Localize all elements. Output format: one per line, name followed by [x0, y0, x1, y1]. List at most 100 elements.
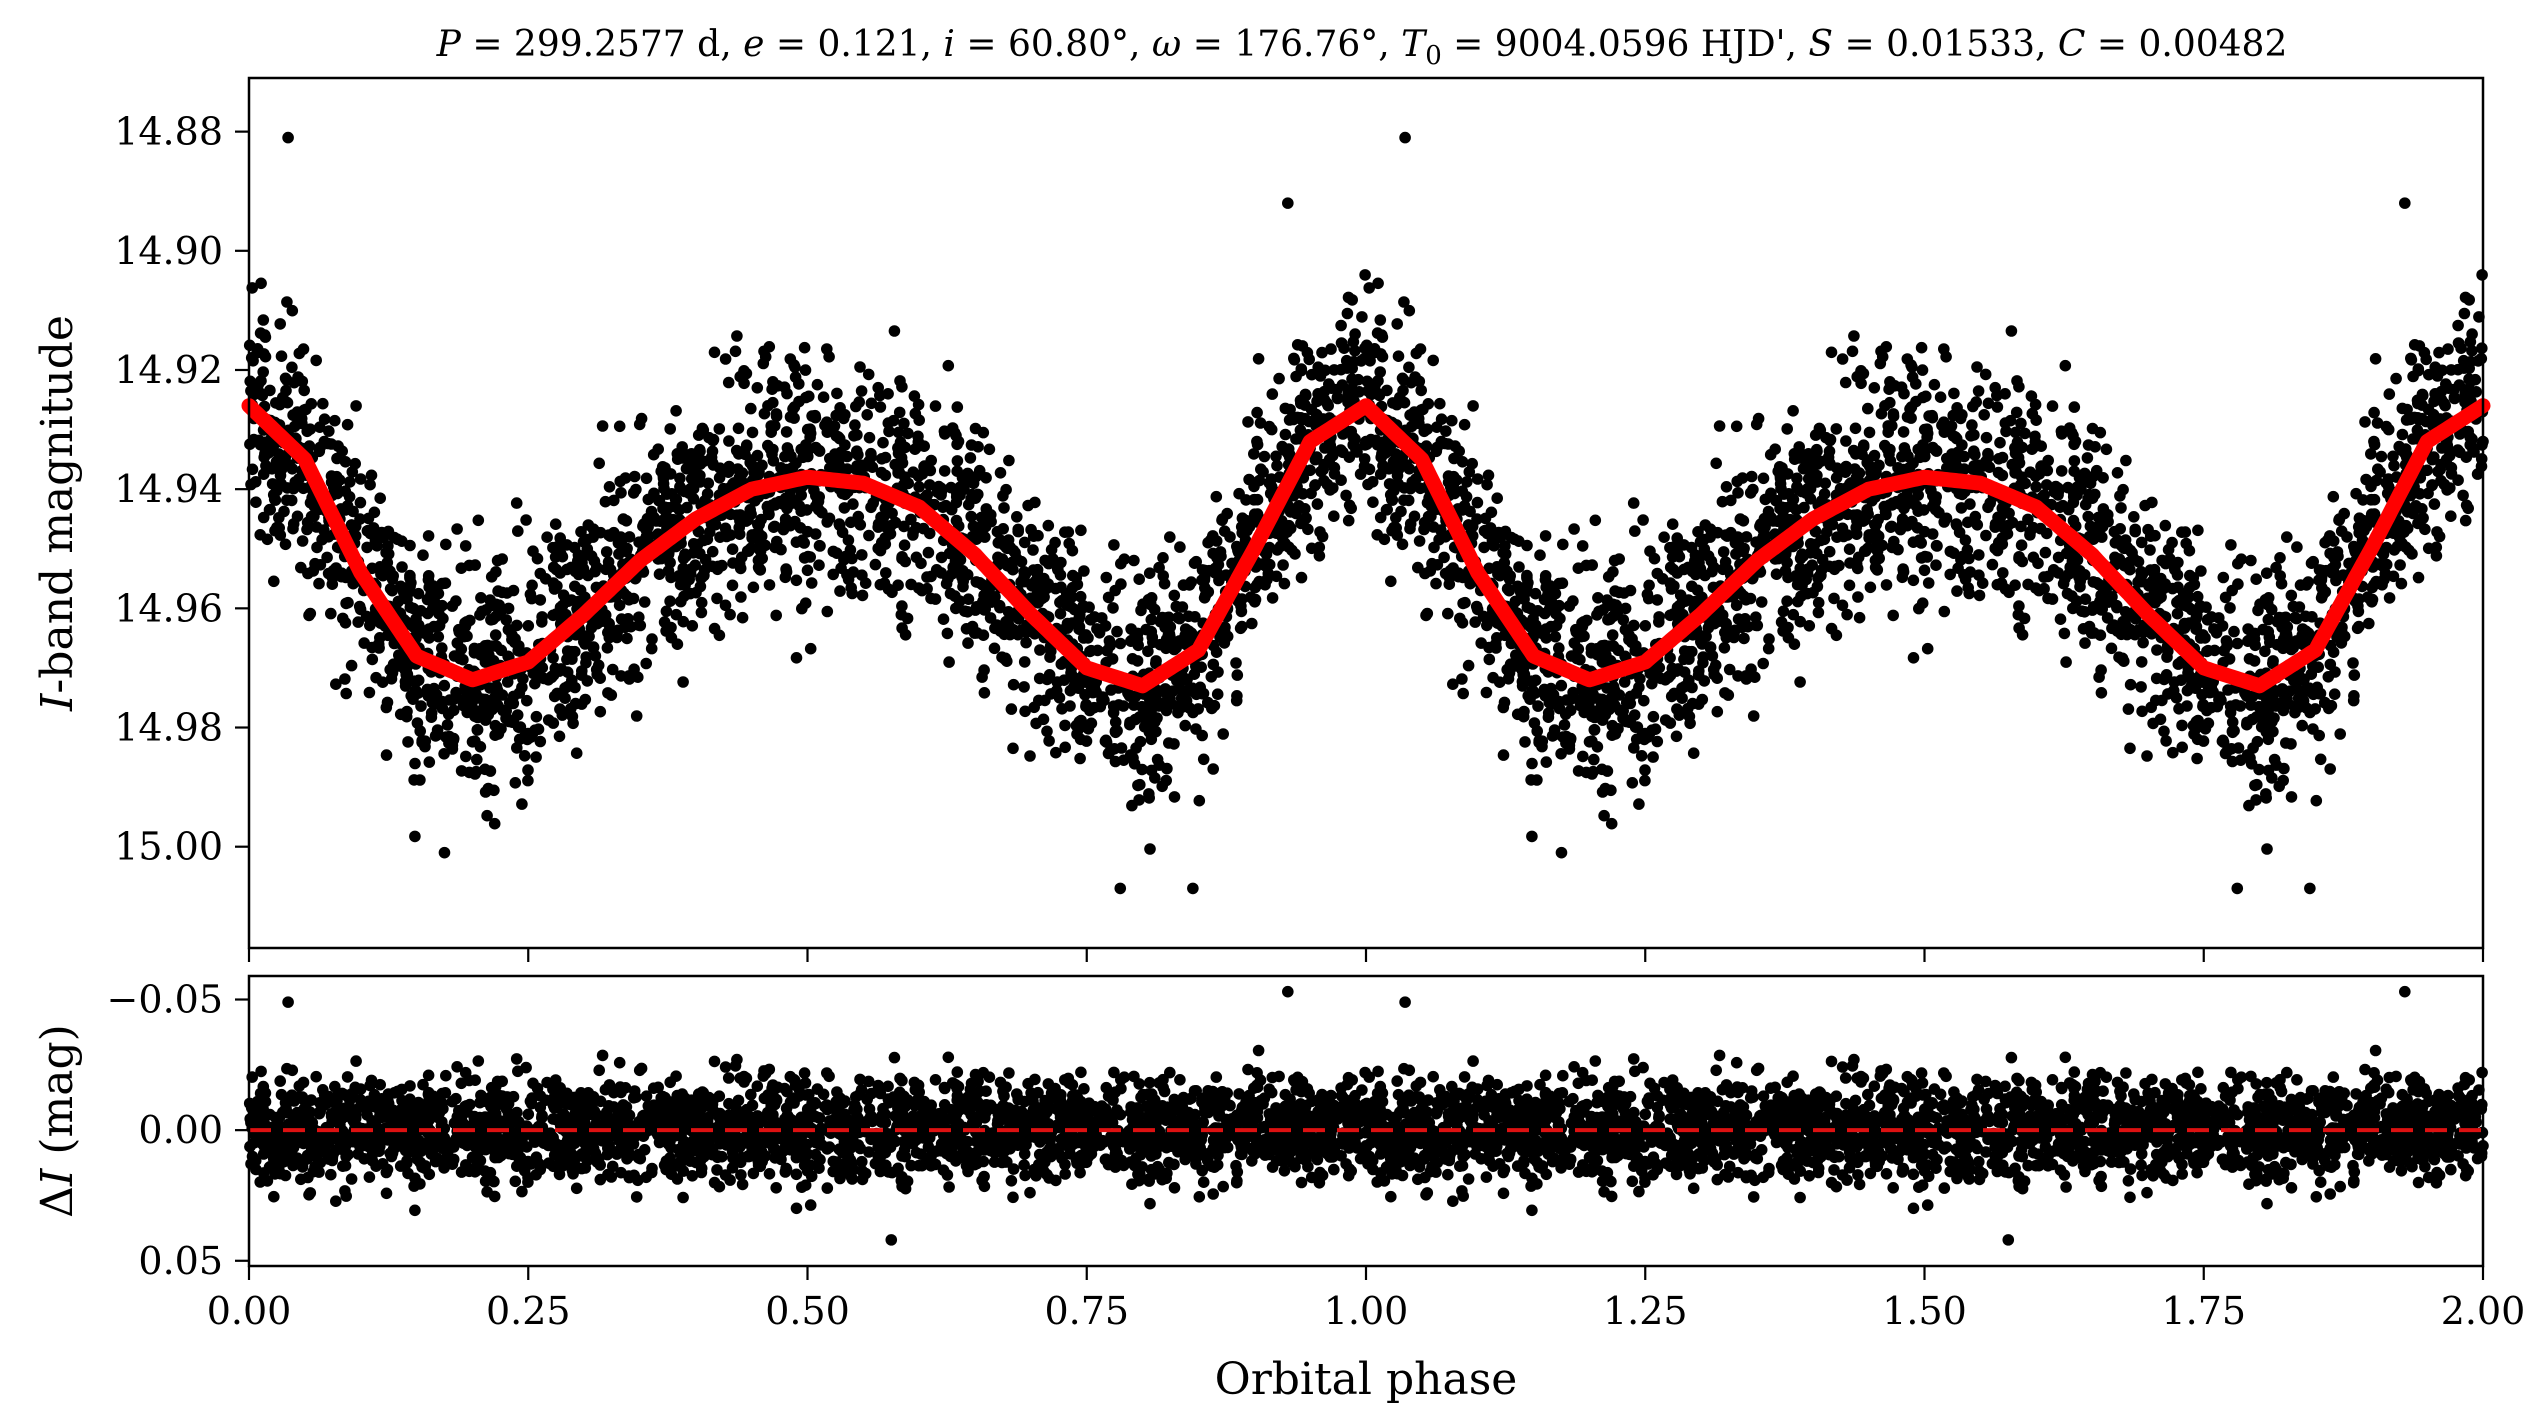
data-point: [770, 408, 783, 420]
data-point: [1678, 680, 1691, 693]
data-point: [2039, 546, 2052, 559]
data-point: [530, 710, 543, 723]
data-point: [330, 562, 342, 574]
data-point: [2380, 558, 2393, 571]
data-point: [1931, 540, 1943, 552]
data-point: [2471, 468, 2484, 480]
data-point: [1277, 559, 1289, 571]
data-point: [793, 378, 805, 390]
data-point: [872, 518, 885, 530]
data-point: [1072, 614, 1085, 627]
data-point: [1864, 581, 1877, 594]
data-point: [415, 700, 427, 712]
data-point: [1629, 525, 1641, 537]
data-point: [438, 679, 451, 692]
data-point: [964, 452, 977, 464]
data-point: [817, 391, 830, 404]
data-point: [623, 673, 636, 685]
data-point: [2087, 576, 2100, 588]
data-point: [1142, 645, 1154, 658]
data-point: [421, 593, 434, 606]
data-point: [1528, 717, 1541, 729]
data-point: [2187, 719, 2200, 732]
data-point: [393, 649, 405, 661]
data-point: [1085, 717, 1098, 730]
data-point: [601, 642, 614, 654]
data-point: [2171, 607, 2184, 620]
data-point: [1054, 607, 1067, 620]
data-point: [1843, 579, 1856, 592]
data-point: [1922, 577, 1935, 589]
data-point: [2370, 474, 2383, 487]
data-point: [1217, 728, 1229, 740]
data-point: [423, 632, 436, 644]
data-point: [1027, 530, 1040, 542]
data-point: [2205, 701, 2217, 714]
data-point: [1644, 545, 1656, 557]
data-point: [1284, 448, 1296, 461]
data-point: [2226, 726, 2239, 739]
data-point: [1491, 492, 1503, 505]
data-point: [1045, 645, 1057, 658]
data-point: [321, 551, 333, 564]
data-point: [1381, 503, 1393, 516]
data-point: [2348, 690, 2360, 702]
data-point: [2452, 319, 2464, 332]
data-point: [1290, 433, 1302, 445]
data-point: [605, 689, 618, 701]
data-point: [1513, 561, 1525, 573]
data-point: [767, 455, 780, 467]
data-point: [1963, 552, 1975, 565]
data-point: [2247, 742, 2259, 754]
data-point: [1757, 523, 1769, 536]
data-point: [330, 678, 342, 690]
data-point: [1498, 696, 1511, 709]
data-point: [883, 425, 895, 438]
data-point: [1454, 612, 1466, 625]
data-point: [2459, 291, 2472, 304]
data-point: [988, 642, 1001, 655]
data-point: [1774, 472, 1787, 485]
data-point: [1915, 552, 1928, 564]
data-point: [500, 712, 512, 725]
data-point: [1607, 680, 1620, 693]
data-point: [2412, 571, 2425, 584]
data-point: [1861, 504, 1873, 516]
data-point: [1246, 617, 1258, 630]
data-point: [724, 608, 736, 621]
data-point: [1033, 672, 1046, 685]
data-point: [1979, 368, 1992, 381]
data-point: [1041, 725, 1053, 738]
data-point: [625, 620, 637, 633]
data-point: [257, 314, 270, 326]
data-point: [264, 503, 277, 516]
data-point: [521, 694, 533, 707]
data-point: [2260, 792, 2272, 804]
data-point: [1296, 515, 1309, 527]
data-point: [1638, 694, 1650, 707]
data-point: [579, 638, 591, 650]
data-point: [423, 756, 436, 768]
data-point: [767, 521, 780, 533]
data-point: [1617, 712, 1629, 725]
data-point: [1354, 468, 1367, 480]
data-point: [1164, 621, 1177, 633]
data-point: [1047, 553, 1059, 565]
data-point: [1341, 307, 1354, 320]
data-point: [536, 616, 548, 628]
data-point: [1278, 577, 1291, 590]
data-point: [286, 463, 299, 475]
data-point: [1907, 574, 1920, 587]
data-point: [1570, 626, 1583, 638]
data-point: [1747, 710, 1760, 722]
data-point: [2129, 525, 2141, 538]
data-point: [430, 688, 443, 701]
data-point: [382, 548, 395, 560]
data-point: [2300, 702, 2313, 714]
data-point: [1053, 692, 1066, 704]
data-point: [884, 528, 897, 540]
data-point: [751, 382, 764, 394]
data-point: [274, 469, 287, 482]
data-point: [1938, 516, 1950, 528]
data-point: [996, 553, 1009, 565]
